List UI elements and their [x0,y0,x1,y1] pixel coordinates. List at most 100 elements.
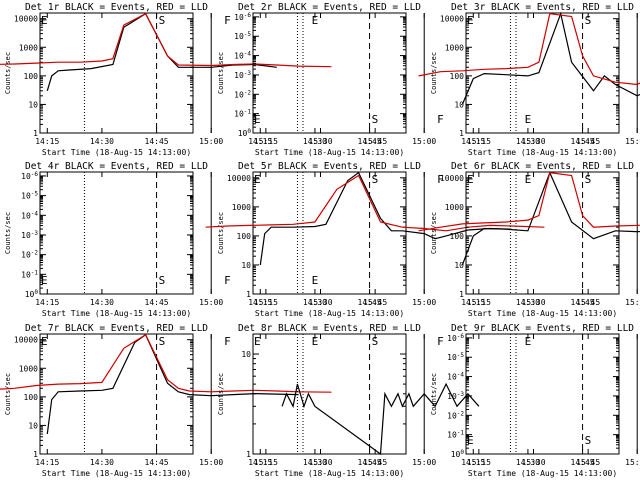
y-tick-label: 100 [451,449,465,460]
y-tick-label: 10-1 [447,429,464,440]
x-tick-label: 14:30 [303,298,327,307]
series-lld-line [0,12,332,68]
marker-label: S [585,173,592,186]
x-tick-label: 14:30 [90,137,114,146]
y-tick-label: 1000 [445,43,464,52]
series-events-line [46,333,299,435]
plot-frame [465,171,620,295]
y-tick-label: 10-2 [234,89,251,100]
x-tick-label: 14:45 [571,137,595,146]
y-tick-label: 1000 [19,43,38,52]
x-tick-label: 15:15 [467,298,491,307]
x-tick-label: 14:15 [35,137,59,146]
marker-label: F [437,335,444,348]
x-tick-label: 15:45 [363,458,387,467]
plot-frame [465,12,620,134]
marker-label: S [159,14,166,27]
plot-frame [39,333,194,455]
y-tick-label: 10-4 [447,371,464,382]
y-tick-label: 10-1 [21,269,38,280]
marker-label: E [254,173,261,186]
y-tick-label: 10 [28,421,38,430]
y-tick-label: 10000 [440,174,464,183]
y-tick-label: 1000 [232,203,251,212]
y-tick-label: 10000 [440,15,464,24]
x-tick-label: 15:00 [625,458,640,467]
panel-title: Det 8r BLACK = Events, RED = LLD [238,323,421,334]
x-tick-label: 14:30 [303,458,327,467]
x-tick-label: 15:00 [199,458,223,467]
plot-frame [465,333,620,455]
y-tick-label: 10-2 [21,249,38,260]
marker-label: S [159,274,166,287]
y-axis-label: Counts/sec [217,373,225,415]
x-tick-label: 15:30 [521,298,545,307]
x-tick-label: 15:00 [412,458,436,467]
panel-8: Det 8r BLACK = Events, RED = LLD 14:15 14:… [217,323,600,478]
x-tick-label: 14:30 [303,137,327,146]
x-tick-label: 15:15 [467,458,491,467]
plot-frame [252,171,407,295]
x-tick-label: 14:30 [516,137,540,146]
panel-1: Det 1r BLACK = Events, RED = LLD 14:15 14:… [0,2,387,157]
series-lld-line [418,13,640,86]
panel-6: Det 6r BLACK = Events, RED = LLD 14:15 14:… [418,161,640,318]
x-tick-label: 14:45 [145,458,169,467]
x-tick-label: 14:15 [461,458,485,467]
panel-title: Det 3r BLACK = Events, RED = LLD [451,2,634,13]
x-tick-label: 15:45 [363,137,387,146]
y-tick-label: 1 [459,290,464,299]
x-tick-label: 14:45 [145,298,169,307]
x-tick-label: 14:15 [248,137,272,146]
x-tick-label: 14:30 [516,298,540,307]
panel-4: Det 4r BLACK = Events, RED = LLD 14:15 14:… [4,161,387,318]
y-axis-label: Counts/sec [4,212,12,254]
marker-label: S [159,335,166,348]
panel-7: Det 7r BLACK = Events, RED = LLD 14:15 14:… [0,323,387,478]
marker-label: E [312,274,319,287]
x-tick-label: 15:30 [521,458,545,467]
plot-frame [252,12,407,134]
x-tick-label: 15:00 [199,298,223,307]
x-tick-label: 15:00 [412,137,436,146]
series-events-line [461,171,640,266]
x-tick-label: 14:30 [516,458,540,467]
y-tick-label: 100 [450,232,465,241]
marker-label: E [467,173,474,186]
panel-9: Det 9r BLACK = Events, RED = LLD 14:15 14:… [430,323,640,478]
panel-title: Det 7r BLACK = Events, RED = LLD [25,323,208,334]
y-tick-label: 1 [33,450,38,459]
x-tick-label: 15:00 [412,298,436,307]
marker-label: E [525,335,532,348]
x-tick-label: 15:45 [363,298,387,307]
panel-title: Det 9r BLACK = Events, RED = LLD [451,323,634,334]
marker-label: E [467,14,474,27]
y-tick-label: 1 [459,129,464,138]
y-tick-label: 100 [237,232,252,241]
series-events-line [461,11,640,105]
y-tick-label: 100 [238,128,252,139]
x-tick-label: 14:45 [571,298,595,307]
y-tick-label: 100 [24,72,39,81]
x-axis-label: Start Time (18-Aug-15 14:13:00) [468,469,617,478]
y-axis-label: Counts/sec [4,52,12,94]
x-tick-label: 15:15 [467,137,491,146]
y-tick-label: 10-1 [234,108,251,119]
y-tick-label: 10-6 [447,332,464,343]
x-tick-label: 14:30 [90,458,114,467]
marker-label: E [41,335,48,348]
y-tick-label: 10-3 [234,69,251,80]
x-tick-label: 15:45 [576,137,600,146]
marker-label: F [437,113,444,126]
series-lld-line [418,172,640,232]
x-tick-label: 14:15 [248,298,272,307]
x-tick-label: 15:00 [199,137,223,146]
y-axis-label: Counts/sec [217,212,225,254]
x-tick-label: 14:15 [248,458,272,467]
y-tick-label: 1000 [19,364,38,373]
y-tick-label: 10 [454,100,464,109]
y-tick-label: 10-5 [21,190,38,201]
y-tick-label: 10000 [227,174,251,183]
y-tick-label: 10-4 [21,210,38,221]
